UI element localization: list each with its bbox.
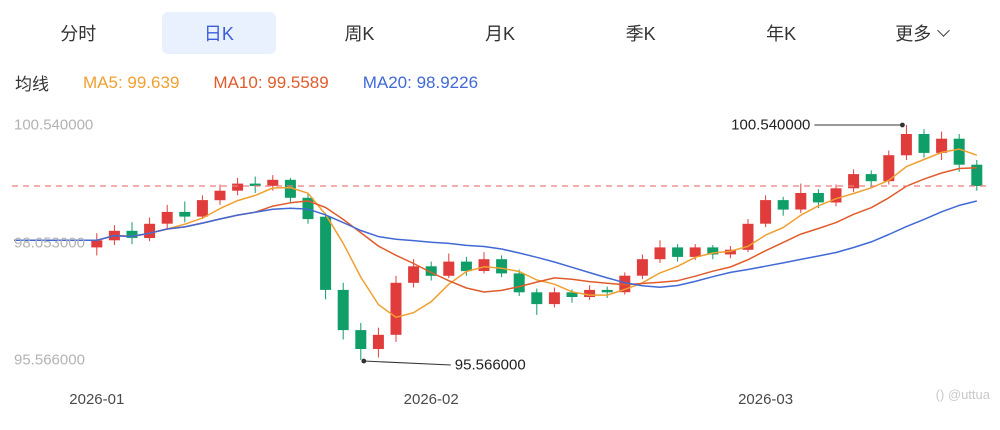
y-axis-label-low: 95.566000	[14, 351, 85, 369]
y-axis-label-high: 100.540000	[14, 116, 94, 134]
tab-more-label: 更多	[895, 24, 932, 44]
tab-minute-label: 分时	[60, 24, 97, 44]
high-price-annotation: 100.540000	[731, 116, 811, 134]
tab-yearly-k[interactable]: 年K	[711, 12, 852, 54]
tab-quarterly-k-label: 季K	[625, 24, 656, 44]
ma20-value: MA20: 98.9226	[362, 72, 479, 92]
x-axis-label-jan: 2026-01	[69, 391, 125, 408]
y-axis-label-mid: 98.053000	[14, 234, 85, 251]
ma10-value: MA10: 99.5589	[213, 72, 329, 92]
tab-weekly-k[interactable]: 周K	[289, 12, 430, 54]
tab-monthly-k-label: 月K	[485, 24, 516, 44]
tab-weekly-k-label: 周K	[344, 24, 375, 44]
tab-monthly-k[interactable]: 月K	[430, 12, 571, 54]
low-price-annotation: 95.566000	[454, 356, 526, 374]
x-axis-label-mar: 2026-03	[738, 391, 794, 408]
tab-yearly-k-label: 年K	[766, 24, 797, 44]
tab-daily-k-label: 日K	[161, 12, 276, 54]
ma-legend: 均线 MA5: 99.639 MA10: 99.5589 MA20: 98.92…	[0, 54, 1000, 95]
tab-daily-k[interactable]: 日K	[149, 12, 290, 54]
period-tabbar: 分时 日K 周K 月K 季K 年K 更多	[0, 0, 1000, 54]
watermark: () @uttua	[935, 387, 990, 402]
ma5-value: MA5: 99.639	[83, 72, 180, 92]
tab-more[interactable]: 更多	[851, 12, 992, 54]
tab-quarterly-k[interactable]: 季K	[570, 12, 711, 54]
ma-legend-title: 均线	[15, 75, 49, 94]
x-axis-label-feb: 2026-02	[403, 391, 459, 408]
chevron-down-icon	[937, 24, 951, 37]
tab-minute[interactable]: 分时	[8, 12, 149, 54]
